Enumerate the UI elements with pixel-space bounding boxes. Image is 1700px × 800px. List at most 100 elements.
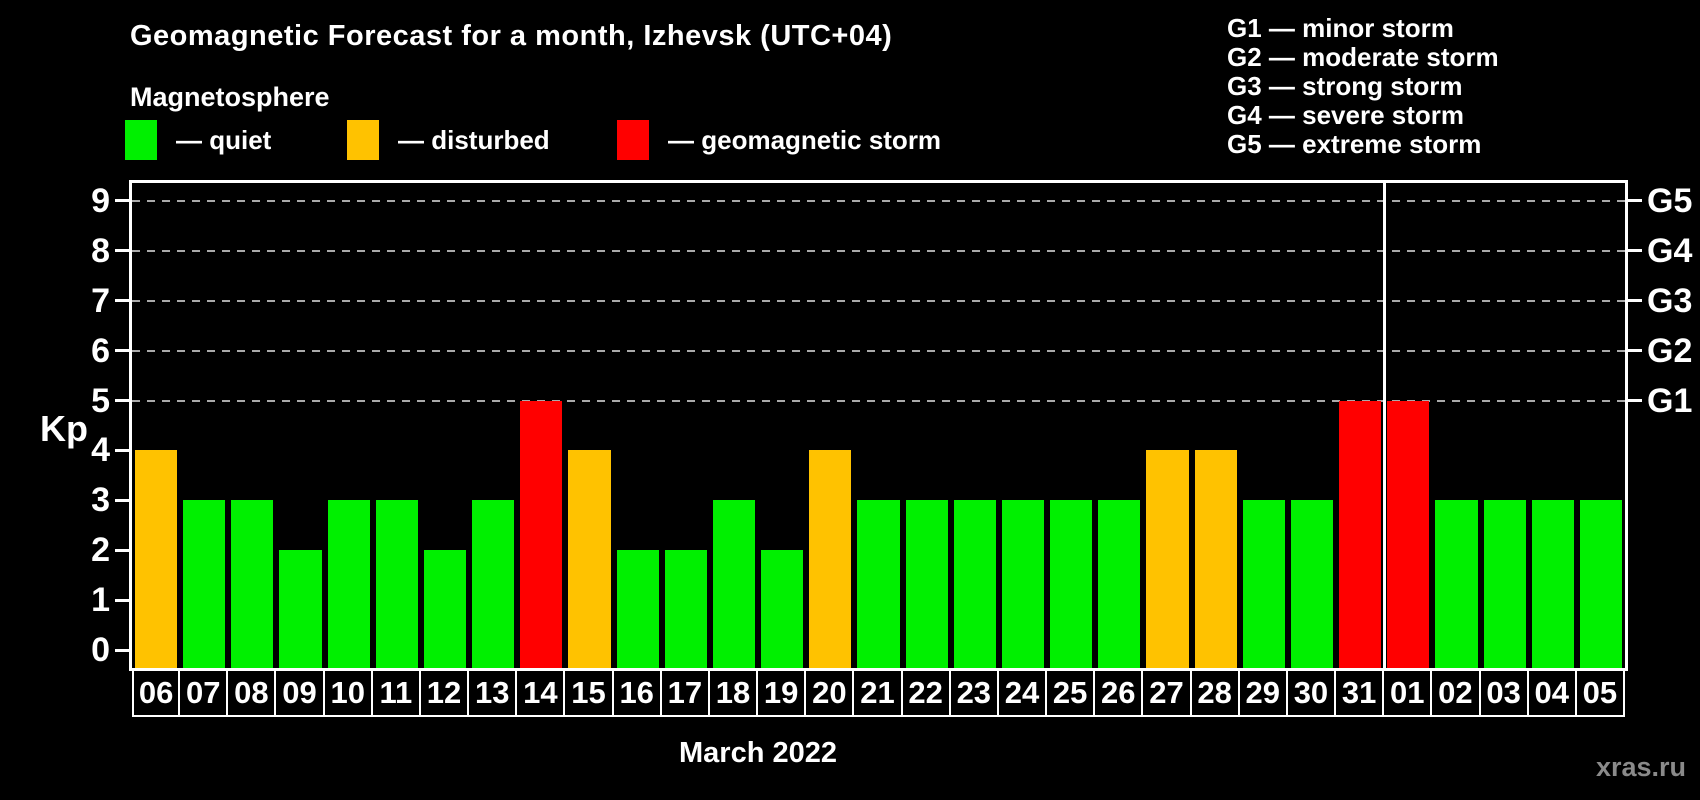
y-tick-label-1: 1 <box>91 581 110 620</box>
y-tick-label-5: 5 <box>91 381 110 420</box>
gridline-kp9 <box>132 199 1625 202</box>
kp-bar-day-23 <box>953 500 996 668</box>
kp-bar-day-10 <box>327 500 370 668</box>
kp-bar-day-31 <box>1339 400 1382 668</box>
kp-bar-day-24 <box>1001 500 1045 668</box>
day-label-26: 26 <box>1093 668 1144 717</box>
day-label-31: 31 <box>1334 668 1385 717</box>
day-label-08: 08 <box>226 668 277 717</box>
day-label-17: 17 <box>659 668 710 717</box>
day-label-23: 23 <box>948 668 999 717</box>
kp-bar-day-29 <box>1242 500 1285 668</box>
g-tick-label-G5: G5 <box>1647 181 1693 220</box>
day-label-22: 22 <box>900 668 951 717</box>
chart-title: Geomagnetic Forecast for a month, Izhevs… <box>130 20 893 52</box>
day-label-29: 29 <box>1237 668 1288 717</box>
watermark: xras.ru <box>1595 752 1686 782</box>
g-tick-G1 <box>1628 399 1642 402</box>
g-tick-label-G3: G3 <box>1647 281 1693 320</box>
y-axis-label-kp: Kp <box>40 408 88 449</box>
kp-bar-day-20 <box>809 450 852 668</box>
g-legend-line-g5: G5 — extreme storm <box>1227 129 1482 159</box>
y-tick-label-0: 0 <box>91 631 110 669</box>
g-tick-G3 <box>1628 299 1642 303</box>
kp-bar-day-22 <box>905 500 948 668</box>
day-label-19: 19 <box>756 668 807 717</box>
y-tick-label-8: 8 <box>91 231 110 270</box>
kp-bar-day-04 <box>1531 500 1574 668</box>
day-label-24: 24 <box>996 668 1048 717</box>
day-label-14: 14 <box>515 668 566 717</box>
kp-bar-day-12 <box>423 550 467 668</box>
kp-bar-day-05 <box>1579 500 1622 668</box>
storm-swatch <box>617 120 649 160</box>
kp-bar-day-19 <box>761 550 804 668</box>
quiet-swatch <box>125 120 157 160</box>
month-divider <box>1382 183 1386 668</box>
y-tick-label-3: 3 <box>91 481 110 520</box>
day-label-20: 20 <box>804 668 855 717</box>
y-tick-label-4: 4 <box>91 431 110 470</box>
g-legend-line-g1: G1 — minor storm <box>1227 13 1454 43</box>
chart-subtitle: Magnetosphere <box>130 82 330 112</box>
y-tick-label-6: 6 <box>91 331 110 370</box>
kp-bar-day-01 <box>1387 400 1430 668</box>
legend-label-storm: — geomagnetic storm <box>668 125 942 155</box>
gridline-kp5 <box>132 399 1625 402</box>
y-tick-7 <box>115 299 129 303</box>
plot-area: 0 1 2 3 4 5 6 7 8 9 G1 G2 G3 G4 G5 <box>91 180 1692 671</box>
y-tick-2 <box>115 548 129 552</box>
gridline-kp6 <box>132 349 1625 352</box>
y-tick-9 <box>115 199 129 203</box>
g-tick-label-G4: G4 <box>1647 231 1693 270</box>
y-tick-label-7: 7 <box>91 281 110 320</box>
day-label-05: 05 <box>1574 668 1625 717</box>
day-label-02: 02 <box>1430 668 1481 717</box>
day-label-10: 10 <box>322 668 373 717</box>
g-tick-G4 <box>1628 249 1642 253</box>
gridline-kp7 <box>132 299 1625 302</box>
day-label-21: 21 <box>852 668 903 717</box>
kp-bar-day-13 <box>472 500 515 668</box>
disturbed-swatch <box>347 120 379 160</box>
x-axis-day-labels: 06 07 08 09 10 11 12 13 14 15 16 17 18 19 20 21 22 23 24 25… <box>132 668 1625 717</box>
kp-bar-day-25 <box>1050 500 1093 668</box>
g-legend-line-g3: G3 — strong storm <box>1227 71 1463 101</box>
day-label-03: 03 <box>1478 668 1529 717</box>
kp-bar-day-17 <box>664 550 707 668</box>
kp-bar-day-07 <box>183 500 226 668</box>
legend-label-disturbed: — disturbed <box>398 125 550 155</box>
y-tick-6 <box>115 349 129 353</box>
kp-bar-day-09 <box>279 550 322 668</box>
day-label-27: 27 <box>1141 668 1192 717</box>
kp-bar-day-06 <box>135 450 178 668</box>
g-tick-label-G2: G2 <box>1647 331 1693 370</box>
kp-bar-day-30 <box>1290 500 1334 668</box>
kp-bar-day-14 <box>520 400 563 668</box>
day-label-15: 15 <box>563 668 614 717</box>
kp-bar-day-16 <box>616 550 659 668</box>
g-scale-legend: G1 — minor storm G2 — moderate storm G3 … <box>1227 14 1499 159</box>
y-tick-3 <box>115 498 129 502</box>
y-tick-label-9: 9 <box>91 181 110 220</box>
kp-bar-day-21 <box>857 500 900 668</box>
day-label-01: 01 <box>1382 668 1433 717</box>
legend-label-quiet: — quiet <box>176 125 272 155</box>
y-tick-0 <box>115 648 129 652</box>
g-tick-G5 <box>1628 199 1642 203</box>
kp-bar-day-08 <box>231 500 274 668</box>
kp-bar-day-15 <box>568 450 611 668</box>
kp-bar-day-03 <box>1483 500 1526 668</box>
g-tick-G2 <box>1628 349 1642 353</box>
y-tick-8 <box>115 249 129 253</box>
kp-bar-day-02 <box>1435 500 1478 668</box>
day-label-16: 16 <box>611 668 662 717</box>
gridline-kp8 <box>132 249 1625 252</box>
g-legend-line-g2: G2 — moderate storm <box>1227 42 1499 72</box>
day-label-25: 25 <box>1045 668 1096 717</box>
y-tick-5 <box>115 399 129 402</box>
x-axis-title: March 2022 <box>679 737 837 769</box>
day-label-28: 28 <box>1189 668 1240 717</box>
day-label-30: 30 <box>1285 668 1337 717</box>
